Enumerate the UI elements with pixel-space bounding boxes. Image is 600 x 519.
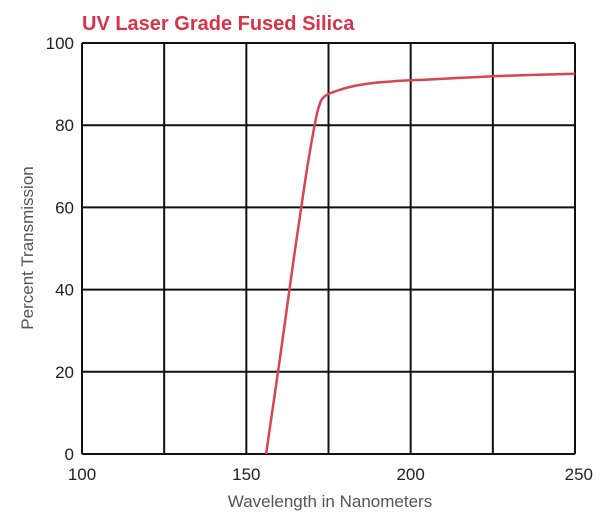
y-axis-ticks: 0 20 40 60 80 100 [46, 34, 74, 464]
y-axis-label: Percent Transmission [18, 166, 37, 329]
y-tick-label: 100 [46, 34, 74, 53]
transmission-curve [264, 72, 576, 455]
y-tick-label: 20 [55, 363, 74, 382]
y-tick-label: 80 [55, 116, 74, 135]
y-tick-label: 0 [65, 445, 74, 464]
chart-title: UV Laser Grade Fused Silica [82, 13, 355, 35]
x-tick-label: 200 [396, 465, 424, 484]
x-tick-label: 150 [232, 465, 260, 484]
x-tick-label: 250 [565, 465, 593, 484]
x-axis-ticks: 100 150 200 250 [68, 465, 593, 484]
x-tick-label: 100 [68, 465, 96, 484]
x-axis-label: Wavelength in Nanometers [228, 492, 432, 511]
plot-series [264, 72, 576, 455]
y-tick-label: 40 [55, 281, 74, 300]
grid [81, 42, 576, 455]
y-tick-label: 60 [55, 198, 74, 217]
